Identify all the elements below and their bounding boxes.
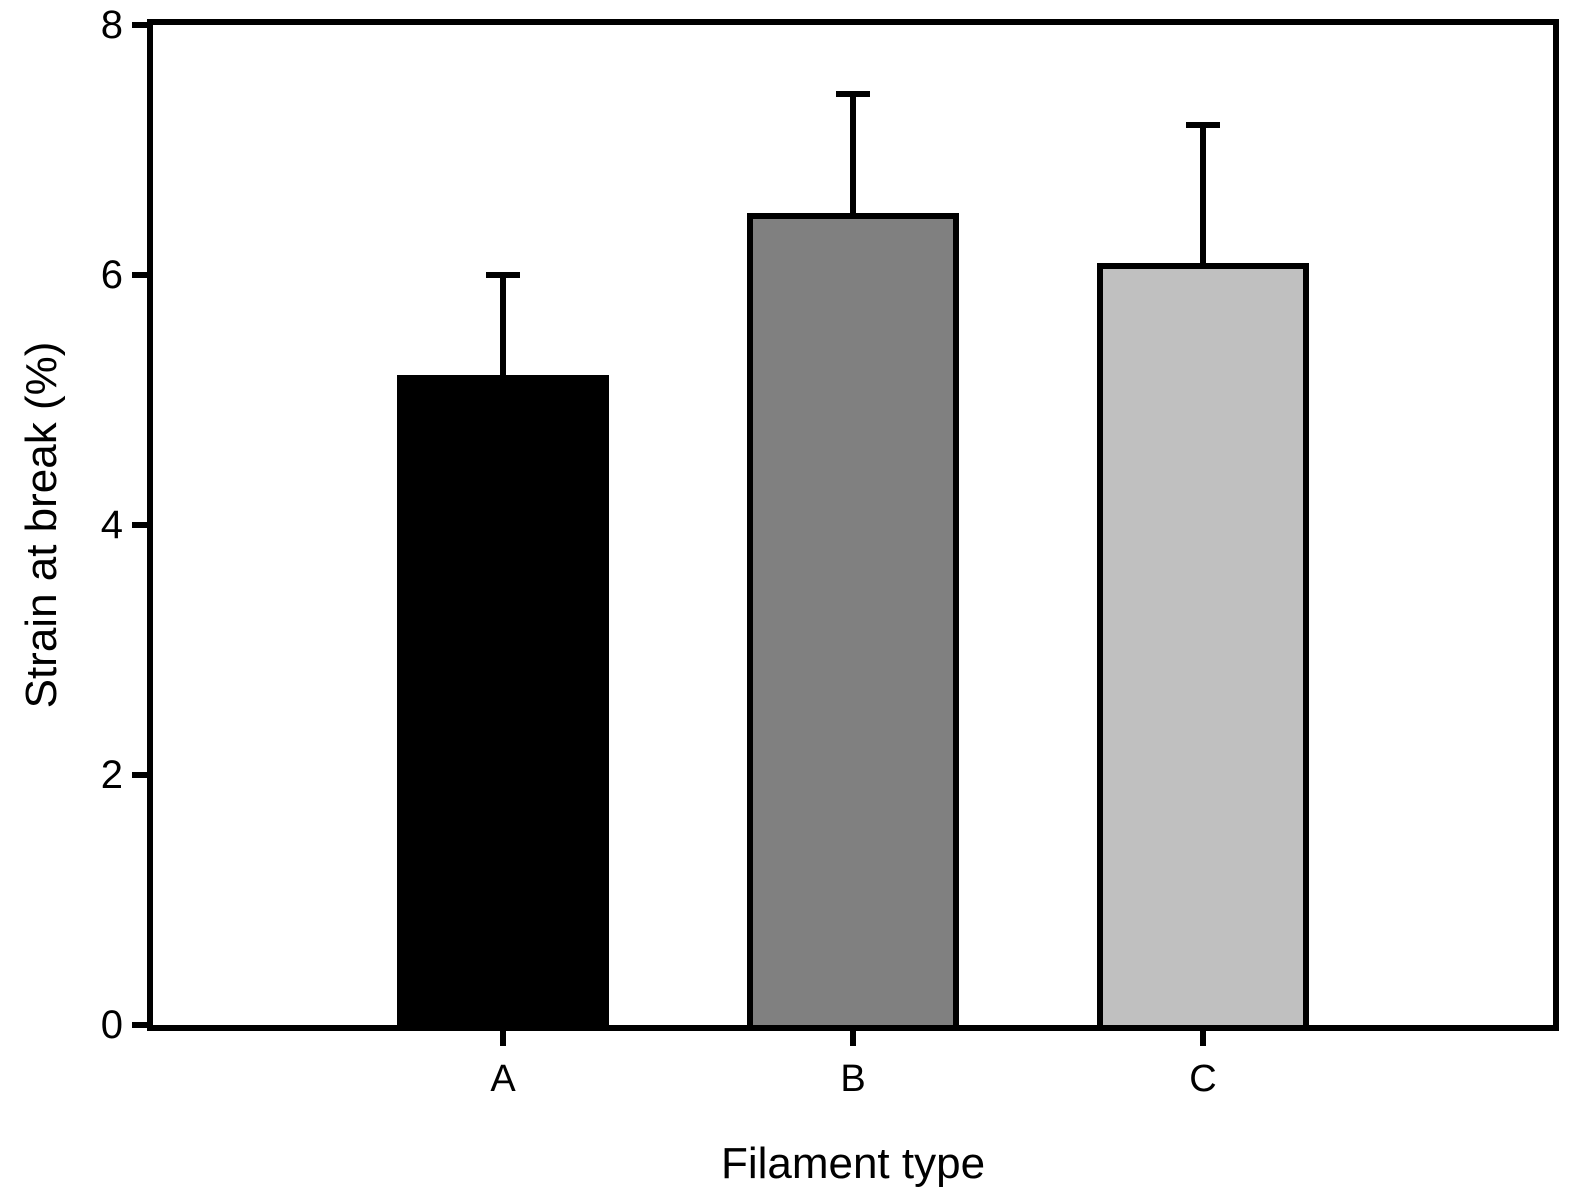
- x-axis-tick-label: B: [840, 1058, 866, 1100]
- bar: [747, 212, 959, 1025]
- bar: [397, 375, 609, 1025]
- y-axis-tick: [132, 272, 147, 278]
- error-bar-line: [500, 275, 506, 375]
- plot-area: 0 2 4 6 8 A B C: [101, 5, 1559, 1100]
- y-axis-tick: [132, 1022, 147, 1028]
- y-axis-tick: [132, 22, 147, 28]
- x-axis-tick: [1200, 1031, 1206, 1046]
- x-axis-tick: [850, 1031, 856, 1046]
- y-axis-tick-label: 4: [100, 503, 123, 547]
- y-axis-tick-label: 2: [100, 753, 123, 797]
- x-axis-tick: [500, 1031, 506, 1046]
- error-bar-cap: [1186, 122, 1220, 128]
- y-axis-tick-label: 0: [100, 1003, 123, 1047]
- x-axis-tick-label: A: [490, 1058, 516, 1100]
- x-axis-title: Filament type: [720, 1139, 986, 1188]
- bar: [1097, 262, 1309, 1025]
- error-bar-line: [1200, 125, 1206, 263]
- y-axis-tick: [132, 772, 147, 778]
- x-axis-tick-label: C: [1189, 1058, 1217, 1100]
- error-bar-cap: [486, 272, 520, 278]
- y-axis-tick-label: 8: [100, 3, 123, 47]
- error-bar-line: [850, 93, 856, 213]
- y-axis-tick: [132, 522, 147, 528]
- y-axis-tick-label: 6: [100, 253, 123, 297]
- error-bar-cap: [836, 90, 870, 97]
